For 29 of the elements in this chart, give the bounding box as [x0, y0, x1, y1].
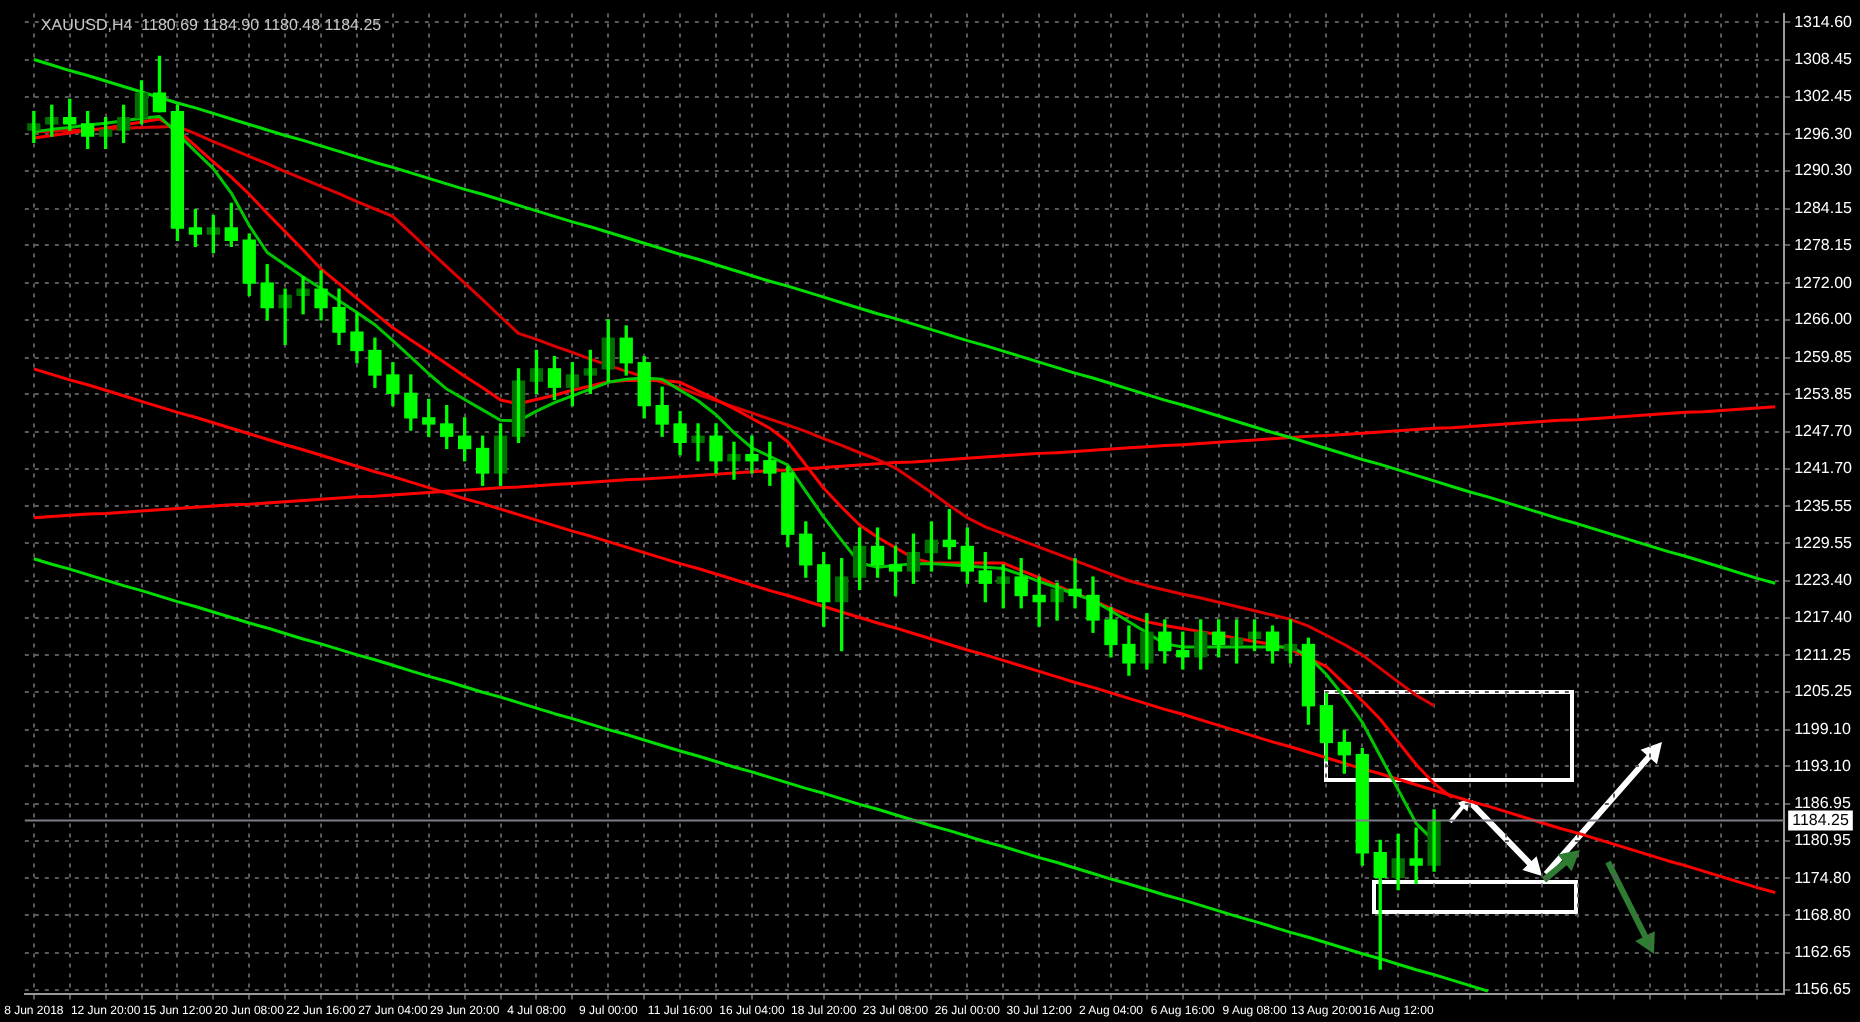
y-tick-label: 1302.45: [1794, 87, 1854, 105]
y-tick-label: 1290.30: [1794, 161, 1854, 180]
y-tick-label: 1199.10: [1794, 720, 1852, 739]
y-tick-label: 1174.80: [1794, 868, 1852, 887]
y-tick-label: 1186.95: [1794, 794, 1852, 813]
chart-title: XAUUSD,H4 1180.69 1184.90 1180.48 1184.25: [40, 16, 383, 35]
y-tick-label: 1193.10: [1794, 756, 1852, 775]
y-tick-label: 1162.65: [1794, 943, 1852, 962]
y-tick-label: 1266.00: [1794, 310, 1854, 329]
y-tick-label: 1235.55: [1794, 496, 1854, 515]
y-tick-label: 1314.60: [1794, 12, 1854, 31]
y-tick-label: 1223.40: [1794, 571, 1854, 590]
ref-line-label: 1184.25: [1792, 810, 1850, 829]
y-tick-label: 1180.95: [1794, 831, 1852, 850]
y-tick-label: 1205.25: [1794, 682, 1854, 701]
y-tick-label: 1278.15: [1794, 235, 1854, 254]
y-tick-label: 1211.25: [1794, 645, 1852, 664]
y-tick-label: 1156.65: [1794, 980, 1852, 999]
y-tick-label: 1253.85: [1794, 384, 1854, 403]
y-tick-label: 1308.45: [1794, 50, 1854, 69]
y-tick-label: 1247.70: [1794, 422, 1854, 441]
y-tick-label: 1229.55: [1794, 533, 1854, 552]
y-tick-label: 1217.40: [1794, 607, 1854, 626]
y-tick-label: 1296.30: [1794, 124, 1854, 143]
y-tick-label: 1284.15: [1794, 199, 1854, 218]
y-tick-label: 1272.00: [1794, 273, 1854, 292]
y-tick-label: 1168.80: [1794, 905, 1852, 924]
y-tick-label: 1241.70: [1794, 459, 1854, 478]
y-tick-label: 1259.85: [1794, 347, 1854, 366]
